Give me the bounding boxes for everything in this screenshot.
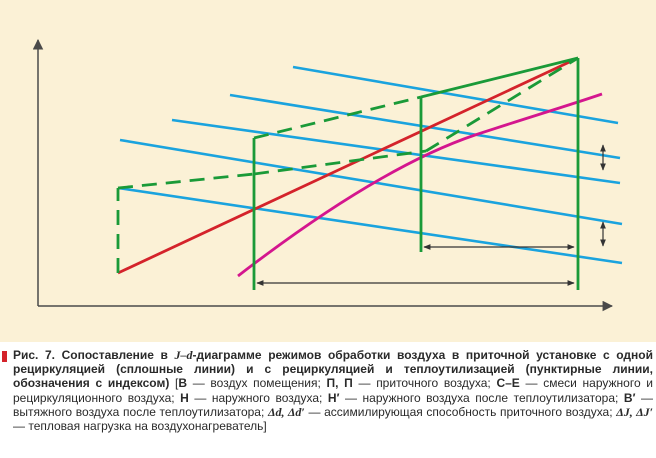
red-mixing-line [117, 56, 579, 275]
def-text-p: — приточного воздуха; [352, 376, 497, 391]
jd-diagram [32, 38, 623, 312]
blue-line-5 [117, 186, 623, 265]
figure-panel [0, 0, 656, 342]
caption-bracket: [ [169, 376, 179, 391]
blue-isenthalpic-lines [117, 65, 623, 265]
def-text-delta-d: — ассимилирующая способность приточного … [304, 404, 617, 419]
def-symbol-delta-j: ΔJ, ΔJ′ [616, 404, 654, 419]
caption-label: Рис. 7. [13, 348, 56, 362]
axes [32, 38, 614, 312]
def-key-b-prime: В′ [623, 390, 636, 405]
green-dashed-diagonal [425, 56, 579, 153]
def-text-delta-j: — тепловая нагрузка на воздухонагревател… [13, 419, 267, 434]
def-text-b: — воздух помещения; [187, 376, 327, 391]
green-dashed-horizontal [117, 172, 255, 190]
green-solid-sloped [420, 56, 579, 99]
def-key-n-prime: Н′ [327, 390, 340, 405]
def-key-ce: С–Е [496, 376, 520, 391]
def-key-n: Н [180, 390, 189, 405]
delta-j-dimension-arrows [256, 244, 575, 286]
blue-line-4 [119, 138, 623, 226]
def-text-ce: — смеси наружного и рециркуляционного во… [13, 376, 654, 405]
def-text-b-prime: — вытяжного воздуха после теплоутилизато… [13, 390, 653, 419]
green-solid-process-lines [252, 56, 580, 290]
figure-caption: Рис. 7. Сопоставление в J–d-диаграмме ре… [0, 348, 656, 458]
green-dashed-lower [253, 149, 427, 176]
green-dashed-upper [253, 95, 422, 140]
def-text-n-prime: — наружного воздуха после теплоутилизато… [339, 390, 624, 405]
caption-title-symbol: J–d [174, 348, 193, 362]
def-symbol-delta-d: Δd, Δd′ [267, 404, 305, 419]
def-text-n: — наружного воздуха; [188, 390, 328, 405]
blue-line-2 [229, 93, 621, 160]
magenta-saturation-curve [237, 92, 603, 278]
caption-title-pre: Сопоставление в [55, 348, 175, 362]
blue-line-3 [171, 118, 621, 185]
def-key-p: П, П [326, 376, 353, 391]
caption-text: Рис. 7. Сопоставление в J–d-диаграмме ре… [13, 348, 653, 433]
blue-line-1 [292, 65, 619, 125]
caption-title-post: -диаграмме режимов обработки воздуха в п… [13, 348, 653, 391]
green-dashed-process-lines [116, 56, 579, 273]
caption-marker [2, 351, 7, 362]
def-key-b: В [178, 376, 188, 391]
